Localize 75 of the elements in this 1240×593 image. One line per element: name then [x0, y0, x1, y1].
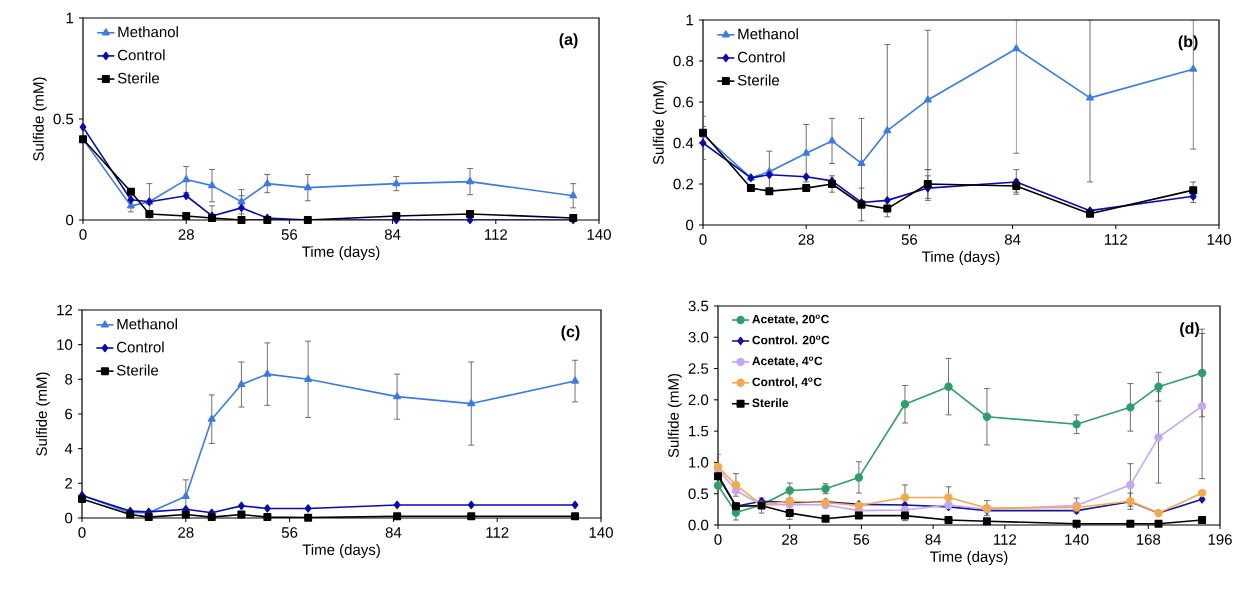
x-tick-label: 140 [587, 229, 611, 240]
y-tick-label: 4 [64, 443, 73, 454]
x-tick-label: 84 [385, 527, 402, 538]
y-tick-label: 1 [66, 12, 74, 24]
x-tick-label: 56 [281, 229, 298, 240]
y-tick-label: 0 [686, 219, 694, 231]
y-tick-label: 2.0 [688, 394, 709, 406]
y-tick-label: 1.5 [689, 425, 709, 437]
x-tick-label: 84 [1004, 234, 1021, 245]
x-tick-label: 28 [782, 534, 798, 545]
legend-label: Control [737, 51, 785, 63]
annotation: (b) [1178, 35, 1198, 51]
x-tick-label: 168 [1136, 534, 1161, 545]
annotation: (d) [1180, 322, 1199, 338]
annotation: (a) [559, 33, 578, 49]
y-tick-label: 1 [686, 14, 694, 26]
x-tick-label: 0 [714, 534, 722, 545]
y-tick-label: 6 [65, 408, 73, 420]
x-axis-title: Time (days) [930, 551, 1008, 565]
y-tick-label: 0.4 [673, 137, 694, 149]
x-axis-title: Time (days) [302, 246, 380, 260]
legend-label: Acetate, 4$^{o}$C [752, 356, 823, 367]
x-tick-label: 140 [1207, 234, 1231, 245]
y-tick-label: 2 [65, 478, 73, 489]
y-tick-label: 12 [57, 304, 73, 316]
x-tick-label: 28 [178, 527, 194, 538]
legend-label: Control. 20$^{o}$C [752, 335, 830, 345]
x-tick-label: 112 [484, 229, 508, 240]
annotation: (c) [561, 325, 580, 341]
x-tick-label: 112 [994, 534, 1017, 545]
y-axis-title: Sulfide (mM) [32, 77, 47, 161]
y-tick-label: 0.6 [673, 96, 694, 108]
legend-label: Control [117, 341, 164, 353]
y-tick-label: 3.0 [688, 331, 709, 343]
y-tick-label: 1.0 [689, 457, 709, 468]
x-tick-label: 28 [178, 229, 194, 240]
y-tick-label: 0.8 [673, 55, 694, 67]
y-tick-label: 8 [65, 374, 73, 385]
legend-label: Acetate, 20$^{o}$C [752, 314, 830, 326]
x-tick-label: 140 [1065, 534, 1089, 545]
x-tick-label: 0 [78, 527, 86, 538]
x-tick-label: 112 [486, 527, 509, 538]
x-tick-label: 140 [589, 527, 613, 538]
x-axis-title: Time (days) [302, 544, 380, 558]
y-tick-label: 0.5 [53, 113, 74, 125]
y-tick-label: 2.5 [688, 363, 709, 374]
x-tick-label: 196 [1208, 534, 1232, 545]
legend-label: Sterile [117, 72, 160, 84]
x-tick-label: 84 [925, 534, 942, 545]
y-tick-label: 0.0 [688, 519, 709, 531]
y-tick-label: 3.5 [688, 300, 709, 312]
x-axis-title: Time (days) [922, 251, 1000, 265]
y-tick-label: 0.5 [688, 488, 709, 499]
legend-label: Methanol [117, 318, 177, 330]
legend-label: Sterile [116, 364, 159, 376]
x-tick-label: 84 [384, 229, 401, 240]
y-axis-title: Sulfide (mM) [652, 80, 667, 165]
x-tick-label: 56 [901, 234, 918, 245]
y-tick-label: 0 [65, 512, 73, 524]
x-tick-label: 28 [798, 234, 814, 245]
y-tick-label: 0 [66, 214, 74, 226]
x-tick-label: 56 [853, 534, 870, 545]
legend-label: Methanol [118, 26, 178, 38]
y-axis-title: Sulfide (mM) [667, 373, 682, 458]
legend-label: Control [117, 49, 165, 61]
y-tick-label: 0.2 [673, 178, 694, 190]
legend-label: Control, 4$^{o}$C [752, 377, 822, 388]
x-tick-label: 56 [281, 527, 298, 538]
y-tick-label: 10 [57, 339, 73, 350]
x-tick-label: 0 [79, 229, 87, 240]
y-axis-title: Sulfide (mM) [35, 372, 50, 456]
legend-label: Sterile [737, 74, 780, 86]
legend-label: Methanol [738, 28, 798, 40]
legend-label: Sterile [752, 398, 789, 408]
x-tick-label: 112 [1104, 234, 1128, 245]
